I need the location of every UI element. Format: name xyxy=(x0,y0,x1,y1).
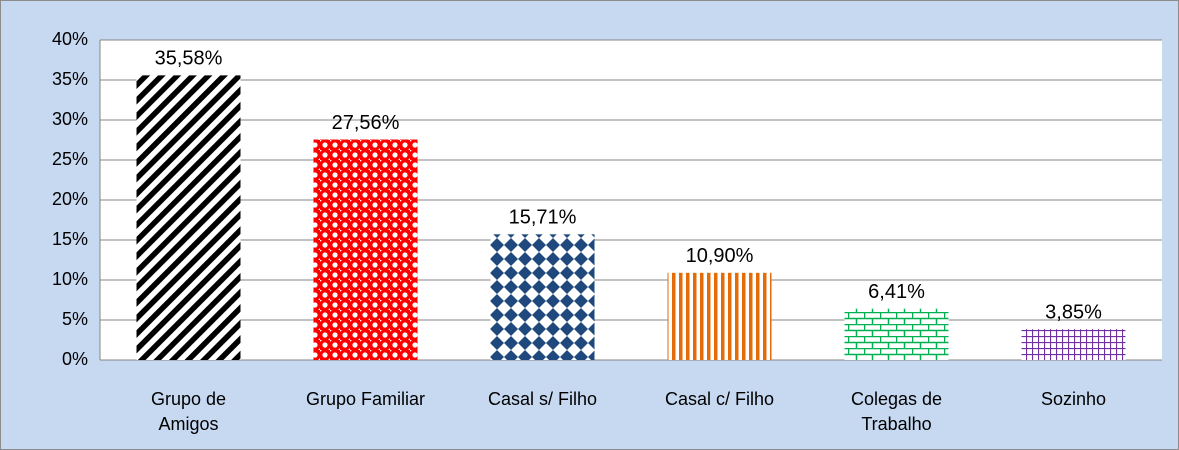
data-label: 27,56% xyxy=(332,112,400,134)
y-tick-label: 25% xyxy=(52,149,88,169)
x-tick-label: Casal c/ Filho xyxy=(665,389,774,409)
data-label: 6,41% xyxy=(868,281,925,303)
data-label: 15,71% xyxy=(509,207,577,229)
bar xyxy=(136,75,241,361)
y-tick-label: 10% xyxy=(52,269,88,289)
y-tick-label: 35% xyxy=(52,69,88,89)
bar xyxy=(1021,329,1126,360)
bar xyxy=(667,272,772,360)
x-tick-label: Grupo Familiar xyxy=(306,389,425,409)
y-tick-label: 15% xyxy=(52,229,88,249)
y-tick-label: 0% xyxy=(62,349,88,369)
y-tick-label: 20% xyxy=(52,189,88,209)
bar xyxy=(313,139,418,360)
data-label: 10,90% xyxy=(686,245,754,267)
x-tick-label: Colegas de Trabalho xyxy=(851,389,942,434)
y-tick-label: 40% xyxy=(52,29,88,49)
bar xyxy=(490,234,595,360)
x-tick-label: Casal s/ Filho xyxy=(488,389,597,409)
x-tick-label: Sozinho xyxy=(1041,389,1106,409)
data-label: 35,58% xyxy=(155,48,223,70)
bar xyxy=(844,308,949,360)
y-tick-label: 30% xyxy=(52,109,88,129)
x-tick-label: Grupo de Amigos xyxy=(151,389,226,434)
data-label: 3,85% xyxy=(1045,301,1102,323)
y-tick-label: 5% xyxy=(62,309,88,329)
